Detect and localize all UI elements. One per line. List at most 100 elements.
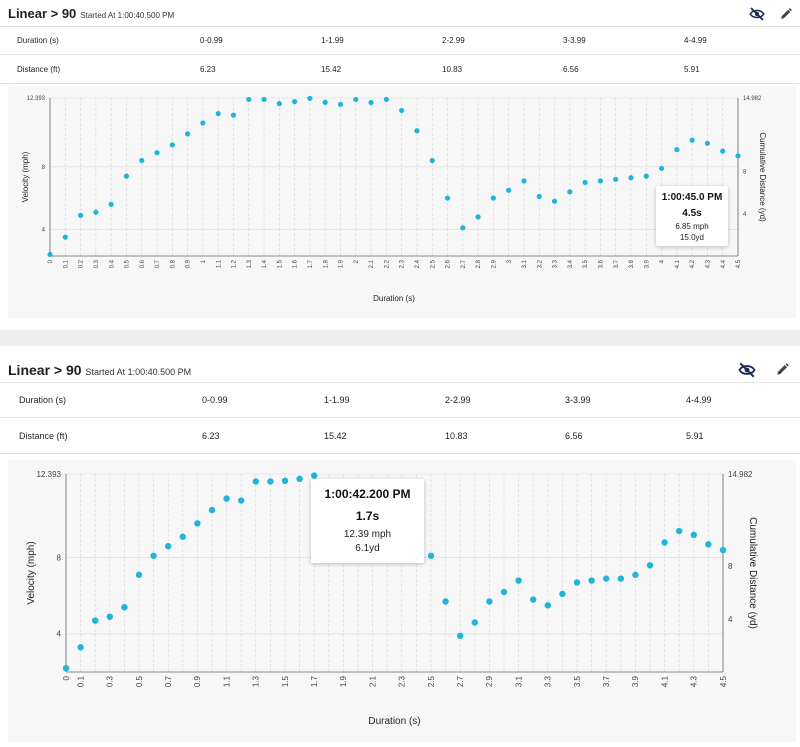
x-tick-label: 2.1 xyxy=(368,675,377,687)
data-point xyxy=(617,575,624,582)
x-tick-label: 0.2 xyxy=(79,259,85,268)
x-tick-label: 2.7 xyxy=(456,675,465,687)
data-point xyxy=(353,96,359,103)
x-tick-label: 0.3 xyxy=(94,259,100,268)
data-point xyxy=(427,552,435,559)
velocity-chart-area: 0 0.1 0.2 0.3 0.4 0.5 0.6 0.7 0.8 0.9 1 1.1 1.2 1.3 1.… xyxy=(8,86,796,318)
data-point xyxy=(200,120,206,126)
tooltip-velocity: 6.85 mph xyxy=(675,222,709,231)
table-row-duration: Duration (s) 0-0.99 1-1.99 2-2.99 3-3.99… xyxy=(0,26,800,55)
pencil-icon[interactable] xyxy=(775,362,790,377)
data-point xyxy=(93,209,99,215)
x-tick-label: 1.3 xyxy=(252,675,261,687)
chart-tooltip: 1:00:42.200 PM 1.7s 12.39 mph 6.1yd xyxy=(311,479,424,563)
x-tick-label: 1 xyxy=(201,259,207,263)
panel-title: Linear > 90 xyxy=(8,6,77,21)
x-tick-label: 1.9 xyxy=(339,675,348,687)
eye-off-icon[interactable] xyxy=(738,362,756,378)
x-tick-label: 3.6 xyxy=(599,259,605,268)
x-tick-label: 1.6 xyxy=(293,259,299,268)
y2-tick-label: 8 xyxy=(728,562,733,571)
panel-subtitle: Started At 1:00:40.500 PM xyxy=(80,11,175,20)
x-tick-label: 0.1 xyxy=(63,259,69,268)
x-tick-label: 0.3 xyxy=(106,675,115,687)
x-tick-label: 3.5 xyxy=(573,675,582,687)
panel-header: Linear > 90 Started At 1:00:40.500 PM xyxy=(8,6,800,24)
data-point xyxy=(135,571,143,579)
duration-cell: 2-2.99 xyxy=(442,36,465,45)
data-point xyxy=(311,472,318,479)
x-tick-label: 3.8 xyxy=(629,259,635,268)
data-point xyxy=(106,613,114,620)
data-point xyxy=(150,552,157,559)
data-point xyxy=(246,96,252,103)
data-point xyxy=(194,520,201,527)
data-point xyxy=(139,157,145,164)
x-tick-label: 4 xyxy=(660,259,666,263)
x-tick-label: 1.9 xyxy=(339,259,345,268)
data-point xyxy=(108,201,114,207)
data-point xyxy=(689,137,695,143)
y2-tick-label: 4 xyxy=(728,615,733,624)
data-point xyxy=(165,543,172,550)
x-tick-label: 0 xyxy=(62,675,71,680)
x-axis-label: Duration (s) xyxy=(373,294,415,303)
x-tick-label: 3.7 xyxy=(602,675,611,687)
x-tick-label: 4.5 xyxy=(736,259,742,268)
data-point xyxy=(383,96,389,103)
duration-cell: 2-2.99 xyxy=(445,395,471,405)
data-point xyxy=(77,212,84,218)
x-tick-label: 2.4 xyxy=(415,259,421,268)
y-axis-label: Velocity (mph) xyxy=(26,541,37,604)
data-point xyxy=(588,577,595,584)
data-point xyxy=(444,195,451,201)
eye-off-icon[interactable] xyxy=(749,7,765,21)
row-label: Distance (ft) xyxy=(17,65,61,74)
x-tick-label: 4.3 xyxy=(690,675,699,687)
data-point xyxy=(414,128,420,134)
data-point xyxy=(628,175,634,181)
x-tick-label: 4.4 xyxy=(721,259,727,268)
data-point xyxy=(530,596,537,603)
session-panel-2: Linear > 90 Started At 1:00:40.500 PM Du… xyxy=(0,350,800,747)
data-point xyxy=(307,95,313,101)
x-tick-label: 1.5 xyxy=(281,675,290,687)
y-tick-label: 8 xyxy=(42,165,46,171)
velocity-chart[interactable]: 0 0.1 0.2 0.3 0.4 0.5 0.6 0.7 0.8 0.9 1 1.1 1.2 1.3 1.… xyxy=(8,86,796,318)
data-point xyxy=(674,146,680,153)
x-tick-label: 4.2 xyxy=(690,259,696,268)
y-axis-label: Velocity (mph) xyxy=(21,151,30,202)
data-point xyxy=(322,99,328,105)
data-point xyxy=(261,96,267,103)
x-tick-label: 3.3 xyxy=(553,259,559,268)
data-point xyxy=(169,142,175,148)
x-tick-label: 3.1 xyxy=(522,259,528,268)
panel-title: Linear > 90 xyxy=(8,362,82,378)
x-tick-label: 2.8 xyxy=(476,259,482,268)
x-tick-label: 4.3 xyxy=(706,259,712,268)
x-tick-label: 2.3 xyxy=(400,259,406,268)
data-point xyxy=(471,619,478,626)
tooltip-duration: 1.7s xyxy=(355,509,380,523)
table-row-distance: Distance (ft) 6.23 15.42 10.83 6.56 5.91 xyxy=(0,55,800,84)
y2-axis-label: Cumulative Distance (yd) xyxy=(758,132,767,222)
distance-cell: 5.91 xyxy=(686,431,704,441)
split-table: Duration (s) 0-0.99 1-1.99 2-2.99 3-3.99… xyxy=(0,26,800,84)
x-tick-label: 2.6 xyxy=(446,259,452,268)
data-point xyxy=(223,495,230,502)
distance-cell: 6.23 xyxy=(200,65,216,74)
data-point xyxy=(603,575,610,582)
data-point xyxy=(573,579,581,586)
data-point xyxy=(215,110,221,117)
pencil-icon[interactable] xyxy=(779,7,793,21)
duration-cell: 3-3.99 xyxy=(563,36,586,45)
row-label: Duration (s) xyxy=(17,36,59,45)
data-point xyxy=(296,475,303,482)
panel-subtitle: Started At 1:00:40.500 PM xyxy=(85,367,192,377)
data-point xyxy=(704,140,711,146)
data-point xyxy=(62,234,68,240)
distance-cell: 6.56 xyxy=(565,431,583,441)
x-tick-label: 1.1 xyxy=(216,259,222,268)
data-point xyxy=(515,577,522,584)
tooltip-time: 1:00:42.200 PM xyxy=(324,487,411,501)
